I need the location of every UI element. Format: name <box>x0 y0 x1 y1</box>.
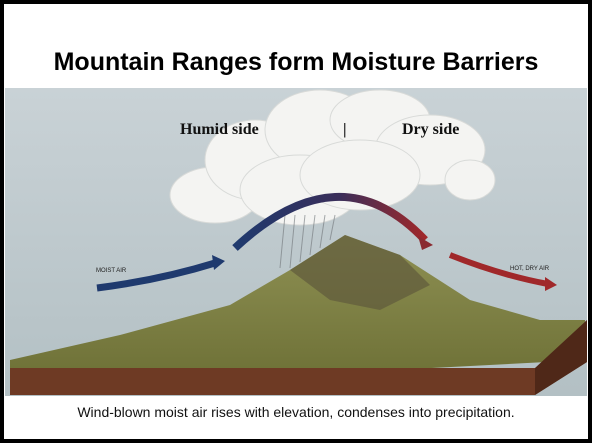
dry-side-label: Dry side <box>402 121 459 138</box>
hot-dry-air-label: HOT, DRY AIR <box>510 266 550 272</box>
arrow-head <box>212 255 225 270</box>
moist-air-arrow <box>96 259 217 292</box>
mountain <box>10 235 585 390</box>
moist-air-label: MOIST AIR <box>96 268 127 274</box>
soil-slab <box>10 320 587 395</box>
caption: Wind-blown moist air rises with elevatio… <box>77 404 514 420</box>
rain <box>279 214 336 269</box>
cloud <box>169 89 496 226</box>
divider: | <box>343 121 347 138</box>
slide-title: Mountain Ranges form Moisture Barriers <box>54 48 539 76</box>
illustration: Humid side | Dry side MOIST AIR HOT, DRY… <box>5 88 587 396</box>
humid-side-label: Humid side <box>180 121 259 138</box>
soil-side <box>535 320 587 395</box>
dry-air-arrow <box>448 252 549 287</box>
rising-air-arrow <box>232 193 428 251</box>
mountain-rock <box>290 235 430 310</box>
arrow-head <box>545 277 557 291</box>
arrow-head <box>418 236 433 250</box>
